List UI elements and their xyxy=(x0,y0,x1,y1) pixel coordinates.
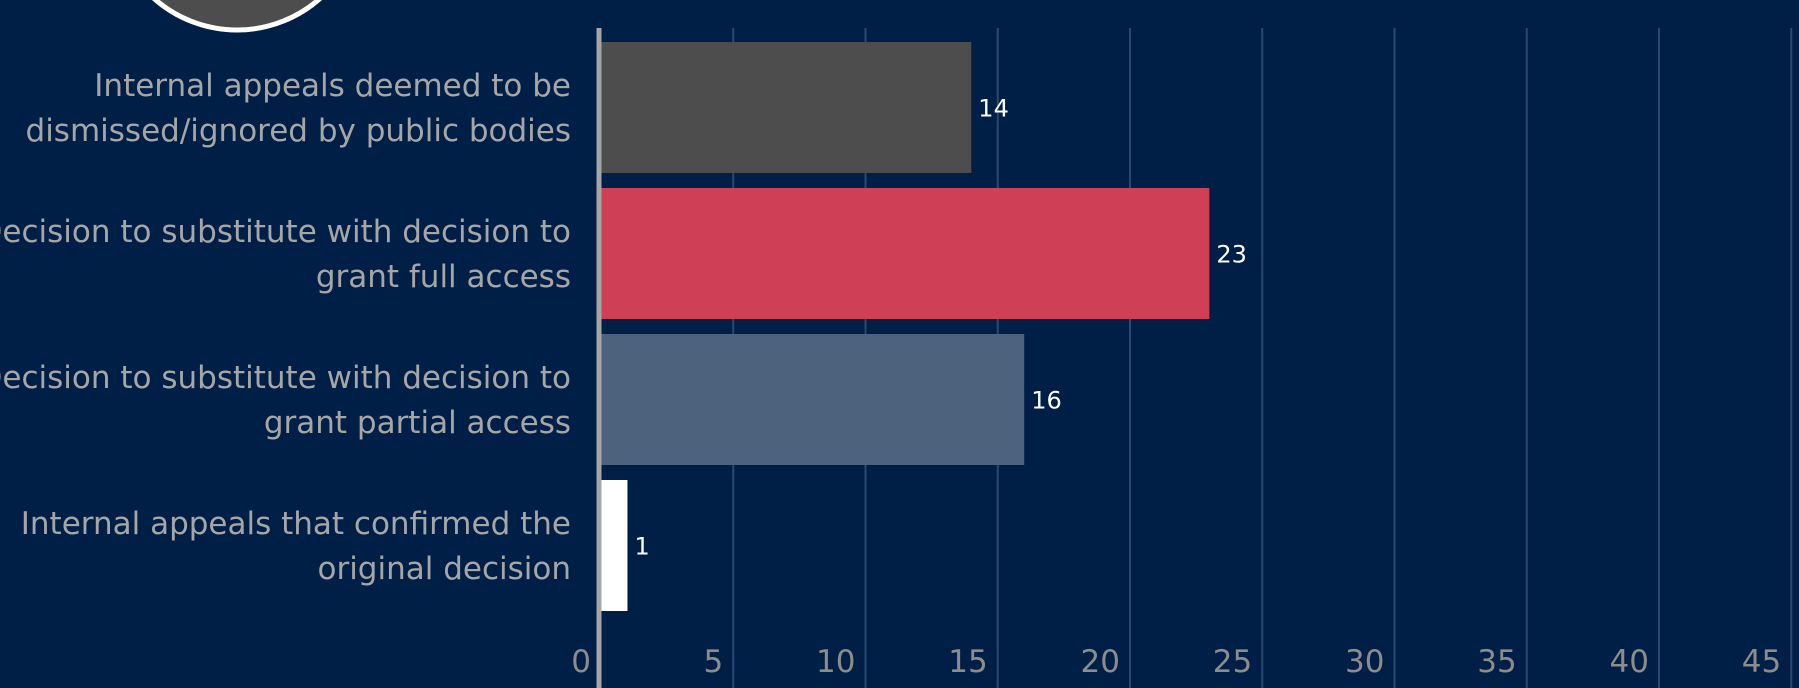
bar-3 xyxy=(601,480,628,611)
category-label-0-line-0: Internal appeals deemed to be xyxy=(94,68,571,104)
logo-circle-decoration xyxy=(152,0,322,33)
x-tick-label-20: 20 xyxy=(1081,644,1120,680)
x-tick-label-25: 25 xyxy=(1213,644,1252,680)
data-label-1: 23 xyxy=(1216,241,1247,269)
category-label-3-line-0: Internal appeals that confirmed the xyxy=(21,506,571,542)
bars xyxy=(596,28,1210,688)
category-label-1: Decision to substitute with decision to g… xyxy=(0,214,571,295)
x-tick-label-45: 45 xyxy=(1742,644,1781,680)
category-label-1-line-0: Decision to substitute with decision to xyxy=(0,214,571,250)
bar-0 xyxy=(601,42,972,173)
category-label-2: Decision to substitute with decision to g… xyxy=(0,360,571,441)
category-label-2-line-0: Decision to substitute with decision to xyxy=(0,360,571,396)
x-tick-label-15: 15 xyxy=(948,644,987,680)
x-tick-label-40: 40 xyxy=(1610,644,1649,680)
category-label-0: Internal appeals deemed to be dismissed/i… xyxy=(26,68,571,149)
x-tick-label-5: 5 xyxy=(704,644,724,680)
data-label-2: 16 xyxy=(1031,387,1062,415)
x-tick-label-10: 10 xyxy=(816,644,855,680)
x-tick-label-30: 30 xyxy=(1345,644,1384,680)
category-label-3: Internal appeals that confirmed the origi… xyxy=(21,506,571,587)
category-label-0-line-1: dismissed/ignored by public bodies xyxy=(26,113,571,149)
x-tick-label-35: 35 xyxy=(1477,644,1516,680)
category-label-1-line-1: grant full access xyxy=(316,259,571,295)
x-tick-label-0: 0 xyxy=(571,644,591,680)
bar-1 xyxy=(601,188,1210,319)
data-label-0: 14 xyxy=(978,95,1009,123)
category-label-3-line-1: original decision xyxy=(317,551,571,587)
bar-2 xyxy=(601,334,1025,465)
labels: 0 5 10 15 20 25 30 35 40 45 14 Internal appeals dee… xyxy=(0,68,1781,680)
data-label-3: 1 xyxy=(634,533,649,561)
category-label-2-line-1: grant partial access xyxy=(264,405,571,441)
